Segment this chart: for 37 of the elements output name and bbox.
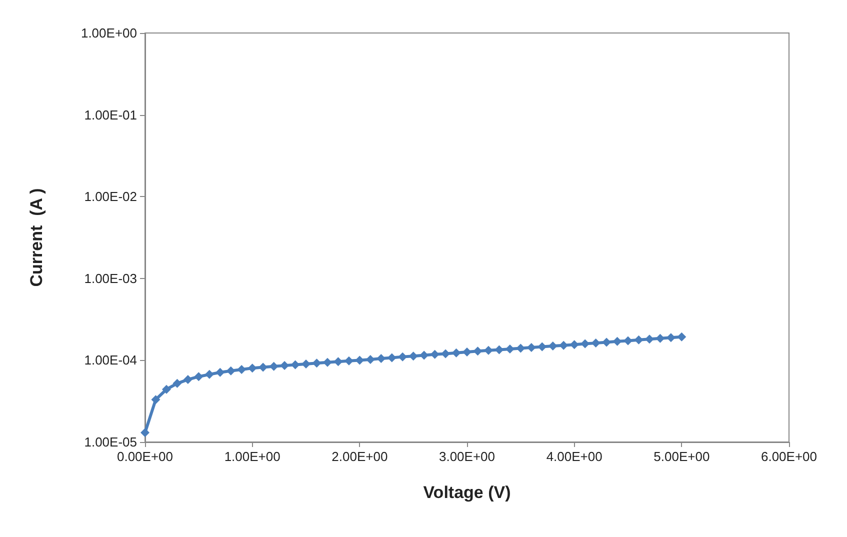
point <box>452 348 461 358</box>
point <box>151 395 160 404</box>
point <box>334 357 343 366</box>
point <box>216 368 225 377</box>
point <box>473 346 482 356</box>
x-tick-label: 1.00E+00 <box>224 449 280 464</box>
y-tick-label: 1.00E-02 <box>84 189 137 204</box>
point <box>677 332 686 342</box>
point <box>269 362 278 371</box>
x-tick-label: 4.00E+00 <box>546 449 602 464</box>
point <box>591 338 600 348</box>
point <box>162 384 171 394</box>
point <box>612 336 622 346</box>
point <box>302 359 310 368</box>
y-axis-title: Current (A ) <box>27 188 46 287</box>
y-tick-label: 1.00E-01 <box>84 107 137 122</box>
point <box>226 366 236 376</box>
y-tick-label: 1.00E-03 <box>84 270 137 286</box>
point <box>248 364 257 373</box>
point <box>430 350 440 359</box>
x-tick-label: 5.00E+00 <box>654 449 710 464</box>
point <box>624 336 632 346</box>
y-tick-label: 1.00E-05 <box>84 434 137 450</box>
y-tick-label: 1.00E-04 <box>84 352 137 368</box>
y-tick-label: 1.00E+00 <box>80 26 137 40</box>
point <box>140 428 150 438</box>
x-tick-label: 2.00E+00 <box>332 449 388 464</box>
point <box>172 378 182 388</box>
point <box>204 370 214 379</box>
x-tick-label: 0.00E+00 <box>116 449 174 464</box>
point <box>462 347 472 356</box>
point <box>194 372 204 382</box>
x-tick-label: 6.00E+00 <box>760 449 818 464</box>
point <box>183 375 192 384</box>
x-tick-label: 3.00E+00 <box>438 449 496 464</box>
point <box>312 358 322 368</box>
x-axis-title: Voltage (V) <box>423 483 511 502</box>
